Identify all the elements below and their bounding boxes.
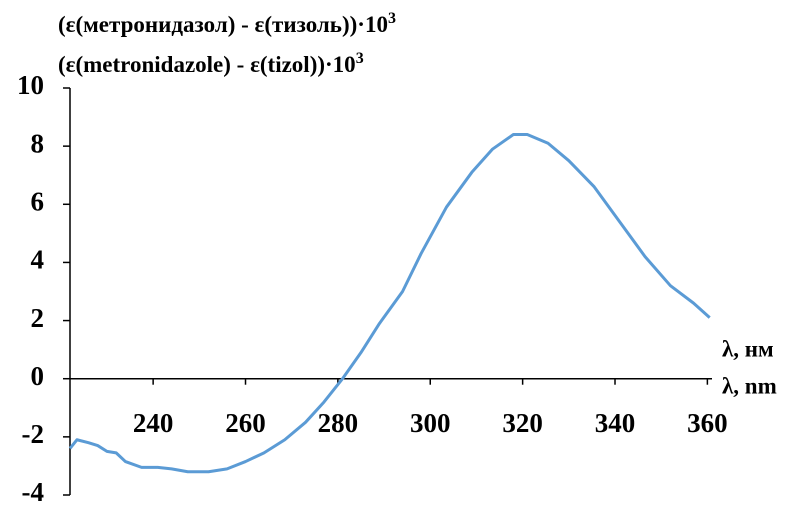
x-tick-label: 260 (225, 408, 266, 438)
x-tick-label: 320 (502, 408, 543, 438)
label-sup: 3 (388, 10, 396, 27)
label-text: (ε(метронидазол) - ε(тизоль))·10 (58, 12, 388, 37)
y-axis-label: (ε(metronidazole) - ε(tizol))·103 (58, 50, 364, 78)
x-tick-label: 300 (410, 408, 451, 438)
y-tick-label: 8 (31, 128, 45, 158)
y-axis-label: (ε(метронидазол) - ε(тизоль))·103 (58, 10, 396, 38)
y-tick-label: -4 (22, 477, 45, 507)
y-tick-label: 6 (31, 186, 45, 216)
x-axis-label: λ, nm (722, 373, 777, 398)
x-axis-label: λ, нм (722, 336, 774, 361)
y-tick-label: 4 (31, 245, 45, 275)
x-tick-label: 280 (318, 408, 359, 438)
x-tick-label: 360 (687, 408, 728, 438)
x-tick-label: 240 (133, 408, 174, 438)
y-tick-label: 2 (31, 303, 45, 333)
data-line (68, 133, 711, 474)
label-text: (ε(metronidazole) - ε(tizol))·10 (58, 52, 356, 77)
y-tick-label: 10 (17, 70, 44, 100)
x-tick-label: 340 (595, 408, 636, 438)
y-tick-label: -2 (22, 419, 45, 449)
label-sup: 3 (356, 50, 364, 67)
y-tick-label: 0 (31, 361, 45, 391)
